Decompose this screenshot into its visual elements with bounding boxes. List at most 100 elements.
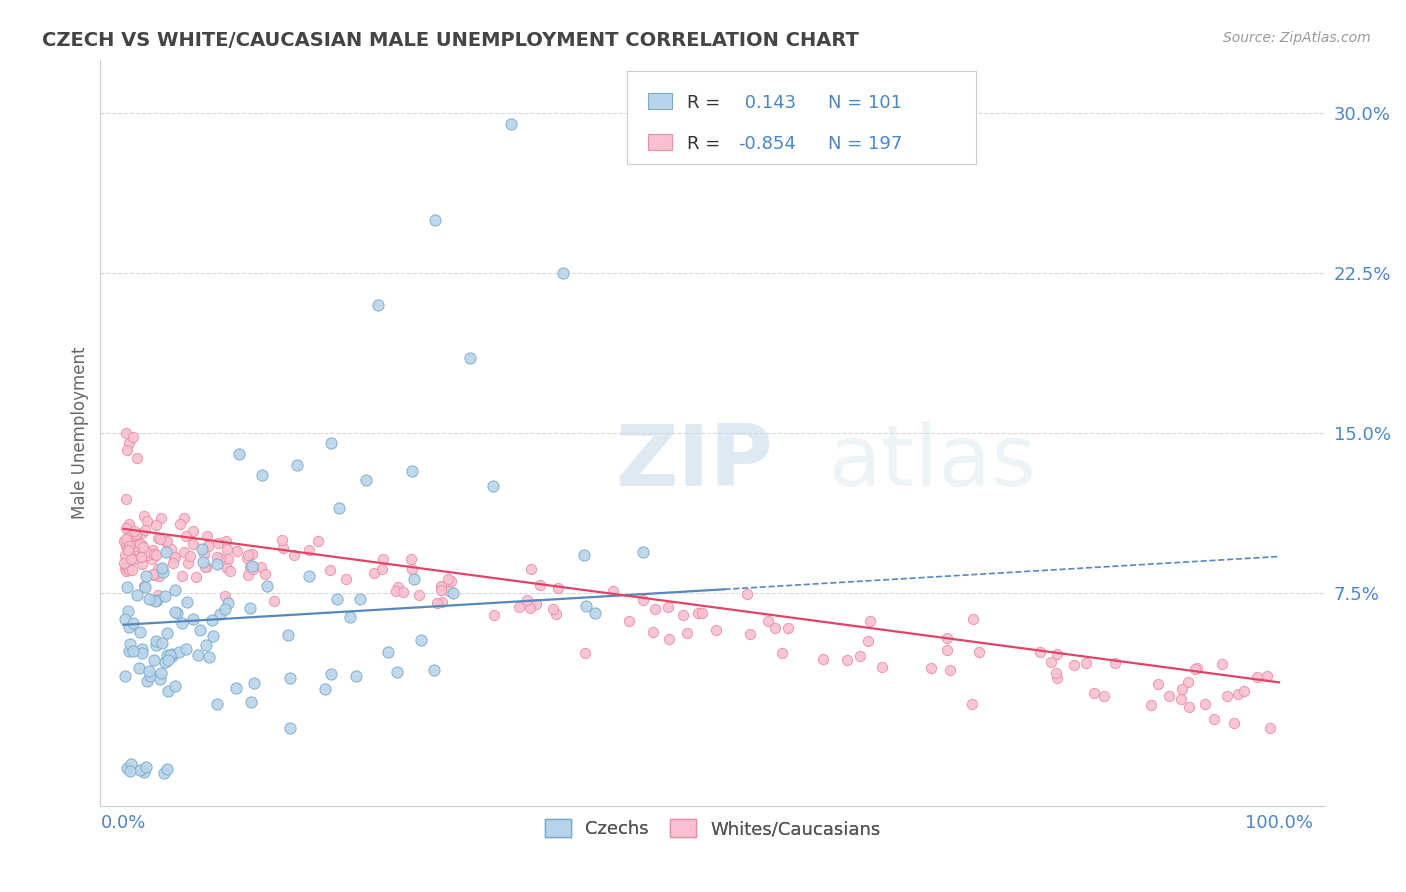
Point [163, 605, 186, 619]
Point [335, 572, 357, 586]
Point [205, 697, 228, 711]
Point [543, 602, 565, 616]
Point [344, 669, 367, 683]
Point [575, 599, 598, 613]
Point [118, 436, 141, 450]
Point [692, 607, 714, 621]
Point [544, 607, 567, 621]
Point [756, 614, 779, 628]
Point [143, 547, 166, 561]
Point [339, 610, 361, 624]
Point [132, 765, 155, 780]
Point [145, 638, 167, 652]
Point [1028, 645, 1050, 659]
Point [138, 669, 160, 683]
Point [1211, 657, 1233, 671]
Point [385, 665, 408, 679]
Point [125, 526, 148, 541]
Point [277, 628, 299, 642]
Point [430, 582, 453, 597]
Point [150, 561, 173, 575]
Point [326, 592, 349, 607]
Point [142, 566, 165, 581]
Point [631, 593, 654, 607]
Point [437, 584, 460, 599]
Point [155, 535, 177, 549]
Point [121, 563, 143, 577]
Point [574, 548, 596, 562]
Point [811, 651, 834, 665]
Point [121, 533, 143, 548]
Point [121, 528, 143, 542]
Point [135, 544, 157, 558]
Point [198, 649, 221, 664]
Point [131, 558, 153, 572]
Text: -0.854: -0.854 [738, 136, 796, 153]
Point [672, 608, 695, 623]
Point [149, 666, 172, 681]
Point [321, 436, 343, 450]
Point [1171, 681, 1194, 696]
Point [155, 626, 177, 640]
Point [935, 643, 957, 657]
Point [166, 606, 188, 620]
Point [271, 533, 294, 548]
Point [186, 570, 208, 584]
Point [602, 583, 624, 598]
Point [657, 599, 679, 614]
Point [176, 595, 198, 609]
Point [114, 425, 136, 440]
Point [181, 537, 204, 551]
Point [401, 464, 423, 478]
Point [240, 547, 263, 561]
Point [118, 539, 141, 553]
Point [835, 653, 858, 667]
Point [129, 624, 152, 639]
Point [849, 648, 872, 663]
Point [156, 534, 179, 549]
Point [307, 534, 329, 549]
Point [763, 621, 786, 635]
Point [482, 608, 505, 623]
Point [122, 644, 145, 658]
Point [117, 553, 139, 567]
Point [129, 549, 152, 564]
Point [115, 761, 138, 775]
Point [145, 548, 167, 562]
Point [401, 562, 423, 576]
Point [197, 539, 219, 553]
Point [141, 552, 163, 566]
Point [149, 532, 172, 546]
Point [163, 550, 186, 565]
Point [574, 646, 596, 660]
Point [437, 572, 460, 586]
Point [367, 298, 389, 312]
Point [131, 538, 153, 552]
Point [285, 458, 308, 472]
Text: N = 101: N = 101 [828, 95, 903, 112]
Point [529, 578, 551, 592]
Point [214, 602, 236, 616]
Point [117, 530, 139, 544]
Point [134, 578, 156, 592]
Point [1083, 686, 1105, 700]
Point [1194, 697, 1216, 711]
Point [145, 634, 167, 648]
Point [124, 524, 146, 538]
Point [1256, 668, 1278, 682]
Point [132, 540, 155, 554]
Point [1104, 656, 1126, 670]
Point [162, 556, 184, 570]
Point [156, 648, 179, 662]
Point [115, 532, 138, 546]
Point [179, 549, 201, 563]
Point [298, 543, 321, 558]
Point [117, 540, 139, 554]
Point [135, 569, 157, 583]
Point [145, 593, 167, 607]
Point [117, 619, 139, 633]
Point [426, 596, 449, 610]
Point [115, 521, 138, 535]
Point [114, 549, 136, 563]
Point [1092, 689, 1115, 703]
